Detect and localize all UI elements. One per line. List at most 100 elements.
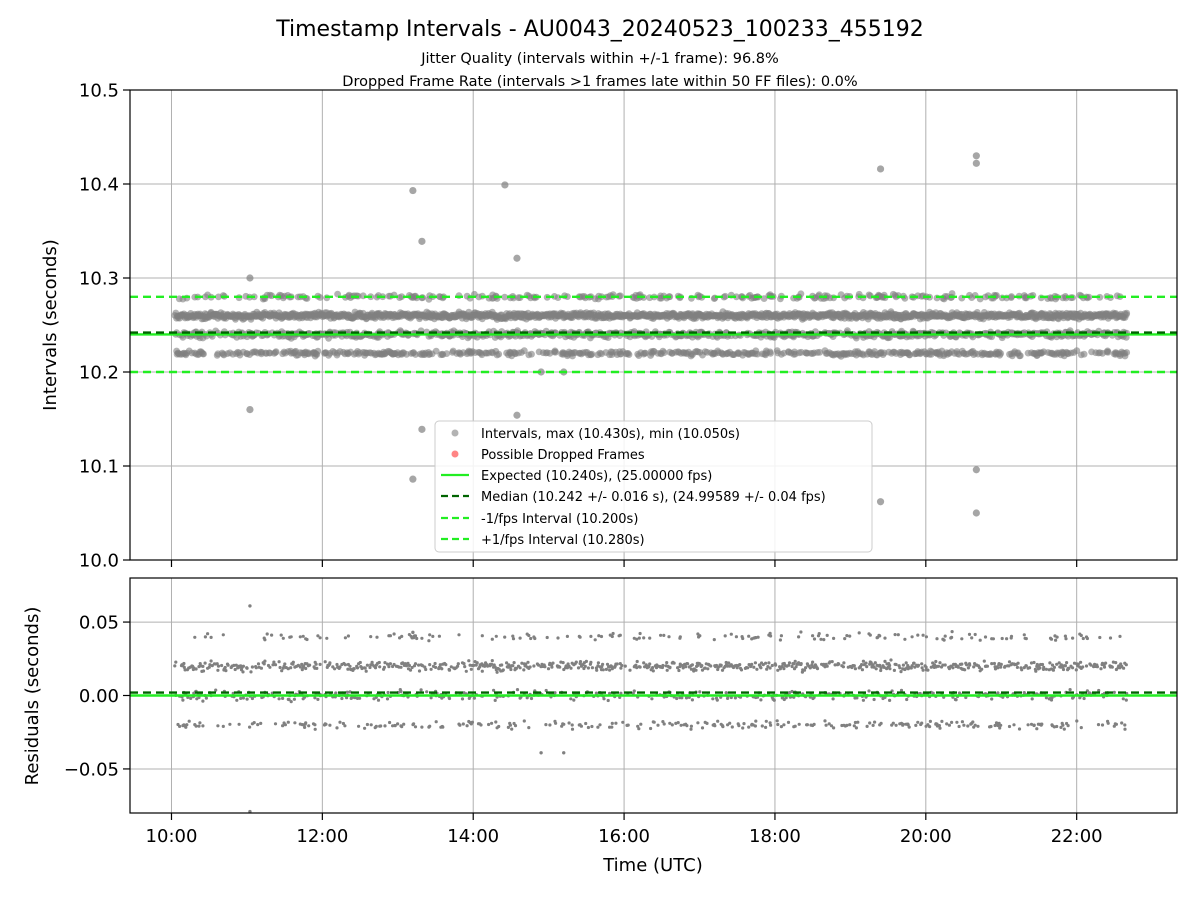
residual-point [386,690,390,695]
residual-point [518,636,522,640]
residual-point [893,633,897,637]
interval-point [906,351,914,359]
residual-point [472,663,476,668]
residual-point [1079,633,1083,638]
residual-point [765,667,769,671]
residual-point [437,634,441,638]
residual-point [879,721,883,726]
residual-point [438,663,442,667]
interval-point [1104,348,1112,356]
residual-point [747,634,751,638]
residual-point [784,696,788,700]
residual-point [368,665,372,670]
residual-point [447,696,452,701]
residual-point [790,689,794,694]
residual-point [526,660,530,664]
residual-point [889,658,893,662]
residual-point [608,668,612,672]
x-tick-label: 10:00 [146,826,198,847]
residual-point [1026,723,1030,727]
residual-point [651,666,655,670]
legend-frame [434,420,873,553]
residual-point [226,663,230,667]
residual-point [976,724,980,728]
residual-point [830,660,834,664]
residual-point [819,637,823,641]
residual-point [734,635,739,639]
interval-point [1080,350,1088,358]
residual-point [778,638,783,642]
residual-point [231,691,235,695]
residual-point [679,723,683,727]
residual-point [487,722,491,727]
interval-point [495,350,503,358]
outlier-point [876,498,885,506]
residual-point [934,659,938,664]
y-tick-label: 10.4 [79,175,119,196]
residual-point [233,667,237,672]
residual-point [235,698,239,702]
residual-point [173,664,177,668]
residual-point [1120,721,1124,725]
residual-point [787,691,792,695]
residual-point [545,635,549,640]
residual-point [494,634,498,638]
residual-point [879,668,883,673]
residual-point [1110,665,1114,669]
residual-point [369,635,373,639]
residual-point [216,664,221,668]
residual-point [544,723,548,727]
residual-point [694,668,698,672]
residual-point [254,666,258,670]
intervals-panel: 10.010.110.210.310.410.5 Intervals (seco… [40,81,1178,572]
residual-point [503,635,507,639]
residual-point [938,726,942,730]
residual-point [197,724,201,728]
residual-point [747,725,751,729]
residual-point [579,724,584,728]
residual-point [528,665,532,669]
residual-point [249,670,253,674]
residual-point [873,661,877,665]
residual-point [1007,724,1012,729]
residual-point [1112,690,1116,695]
residual-point [433,661,437,666]
residual-point [700,664,704,668]
residual-point [305,637,309,642]
residual-point [417,663,421,667]
residual-point [797,635,801,639]
residual-point [343,636,347,640]
residual-point [1015,665,1020,670]
residual-point [610,725,614,729]
residual-point [648,662,652,666]
residual-point [548,723,552,727]
residual-point [208,663,212,667]
residual-point [808,666,812,670]
residual-point [647,665,651,669]
residual-point [861,659,866,663]
residual-point [201,724,205,728]
residual-point [280,669,284,673]
residual-point [1061,667,1066,672]
residual-point [469,667,473,671]
x-tick-label: 14:00 [447,826,499,847]
residual-point [685,724,689,728]
residual-point [1124,663,1128,667]
residual-point [364,669,368,673]
residual-point [935,637,939,641]
residual-point [999,723,1003,727]
residuals-y-ticks: 0.050.00−0.05 [64,613,130,780]
residual-point [578,635,582,639]
residual-point [561,661,565,665]
residual-point [782,723,786,727]
residual-point [873,720,877,724]
residual-point [626,723,630,727]
residual-point [833,663,837,667]
residual-point [400,634,404,639]
residual-point [277,660,281,664]
residual-point [985,664,990,668]
residual-point [358,696,362,700]
residual-point [1022,691,1026,695]
residual-point [483,664,487,668]
outlier-point [972,159,980,167]
